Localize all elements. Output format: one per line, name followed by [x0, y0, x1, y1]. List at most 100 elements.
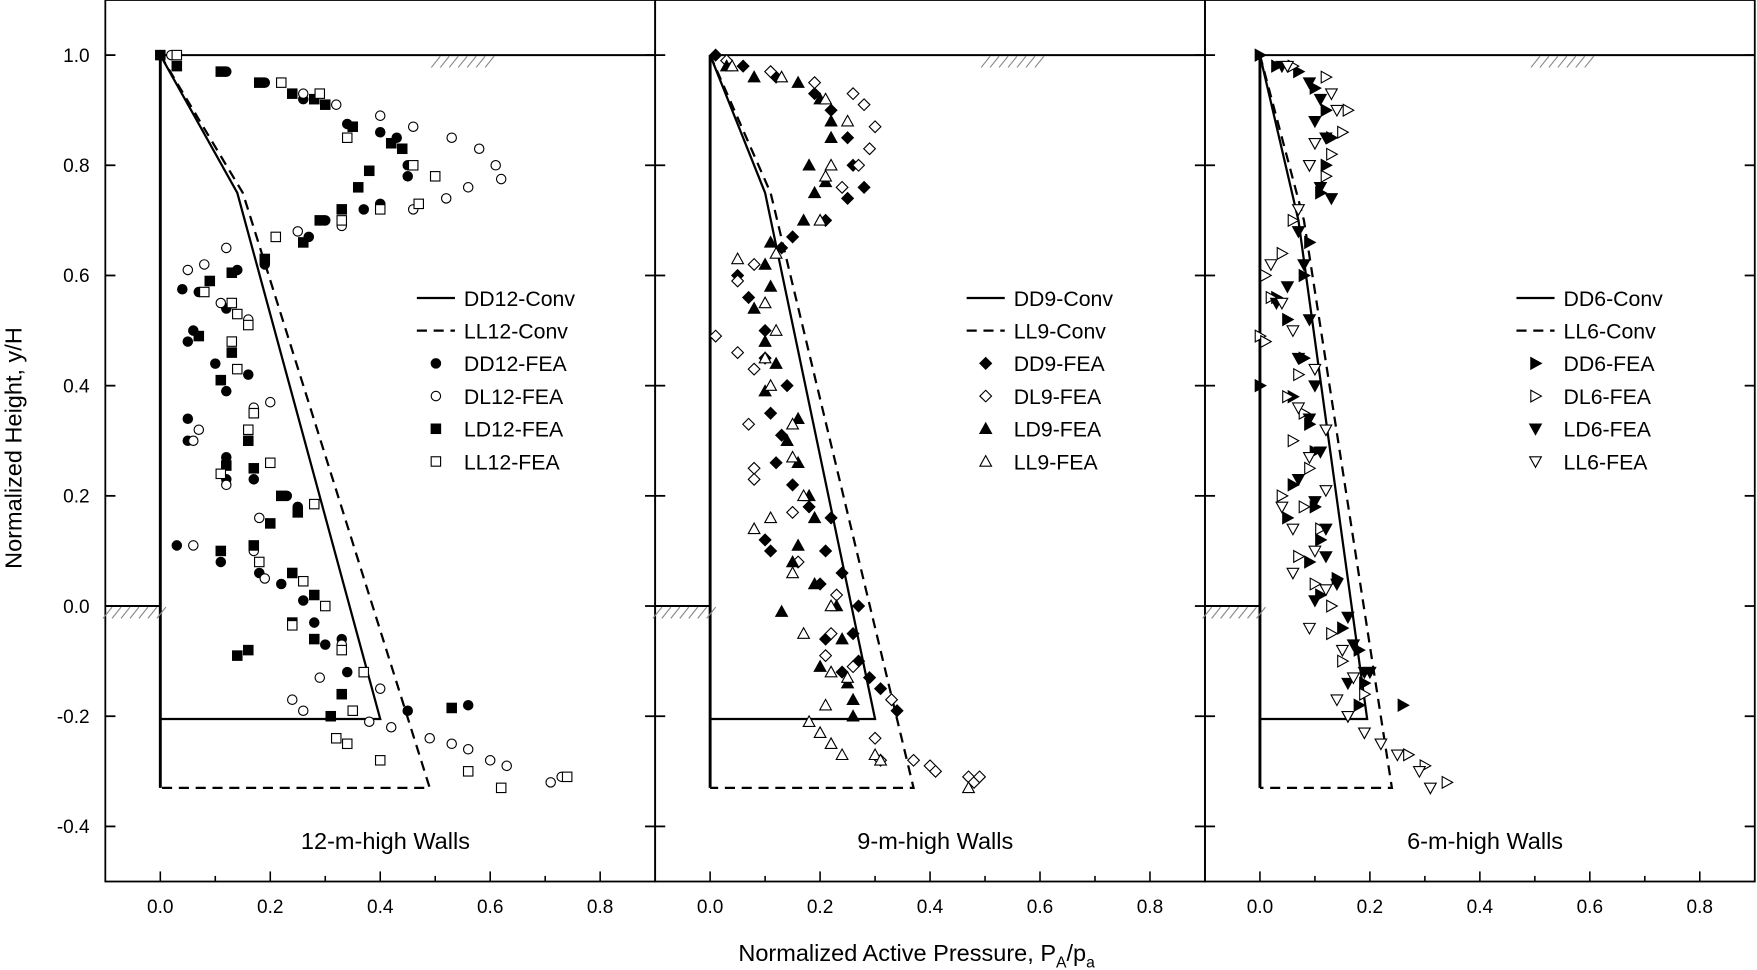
data-point — [835, 747, 849, 761]
data-point — [1313, 182, 1328, 195]
x-axis-title: Normalized Active Pressure, PA/pa — [738, 940, 1095, 970]
data-point — [1302, 160, 1317, 173]
data-point — [835, 180, 849, 194]
hatch-stroke — [1539, 55, 1550, 68]
legend-label: LL9-Conv — [1014, 319, 1107, 343]
x-tick-label: 0.2 — [1357, 897, 1383, 918]
data-point — [243, 319, 254, 331]
data-point — [221, 242, 232, 254]
data-point — [796, 626, 811, 639]
data-point — [785, 417, 800, 430]
hatch-stroke — [102, 606, 113, 619]
data-point — [747, 257, 761, 272]
legend-marker — [1530, 356, 1543, 371]
data-point — [730, 345, 745, 360]
data-point — [1313, 93, 1328, 107]
data-point — [248, 463, 260, 474]
data-point — [243, 644, 254, 656]
data-point — [1280, 281, 1295, 294]
hatch-stroke — [156, 606, 167, 619]
data-point — [1341, 710, 1355, 724]
data-point — [1319, 132, 1333, 145]
y-axis-title: Normalized Height, y/H — [0, 327, 26, 569]
data-point — [402, 705, 413, 716]
data-point — [358, 204, 370, 215]
data-point — [868, 120, 882, 134]
data-point — [857, 98, 871, 112]
hatch-stroke — [679, 606, 690, 619]
data-point — [1287, 433, 1300, 448]
data-point — [325, 710, 337, 722]
ground-hatch-icon — [1530, 55, 1595, 68]
data-point — [796, 213, 811, 226]
data-point — [1319, 485, 1333, 498]
data-point — [259, 573, 271, 584]
data-point — [1363, 666, 1377, 680]
data-point — [177, 283, 188, 295]
data-point — [1359, 687, 1372, 701]
data-point — [292, 226, 304, 237]
data-point — [232, 650, 243, 661]
legend-marker — [979, 356, 993, 370]
x-tick-label: 0.0 — [1247, 897, 1273, 918]
data-point — [248, 540, 260, 551]
data-point — [402, 171, 413, 182]
data-point — [1291, 204, 1306, 217]
ground-hatch-icon — [430, 55, 495, 68]
data-point — [188, 435, 199, 447]
data-point — [1304, 235, 1317, 250]
data-point — [818, 92, 833, 105]
legend-marker — [1530, 389, 1543, 403]
conv-line-DD12-Conv — [159, 54, 382, 721]
panel-title: 6-m-high Walls — [1407, 828, 1563, 854]
data-point — [890, 704, 904, 718]
legend-label: LL12-Conv — [464, 319, 568, 343]
data-point — [501, 760, 512, 772]
data-point — [171, 60, 183, 72]
data-point — [1309, 577, 1322, 591]
panel-frame — [1204, 0, 1756, 883]
data-point — [314, 672, 326, 683]
legend-label: LL6-FEA — [1564, 450, 1649, 474]
data-point — [758, 334, 772, 347]
data-point — [846, 709, 860, 722]
data-point — [341, 738, 353, 750]
data-point — [374, 683, 386, 694]
legend-marker — [978, 421, 993, 435]
hatch-stroke — [980, 55, 991, 68]
x-tick-label: 0.0 — [697, 897, 723, 918]
conv-line-LL6-Conv — [1258, 54, 1394, 789]
data-point — [818, 169, 833, 182]
data-point — [774, 241, 789, 255]
data-point — [730, 274, 745, 288]
data-point — [1304, 461, 1317, 476]
data-point — [1308, 496, 1322, 509]
data-point — [363, 716, 375, 728]
data-point — [851, 599, 866, 613]
legend-label: LL9-FEA — [1014, 450, 1099, 474]
data-point — [1326, 147, 1339, 162]
hatch-stroke — [439, 55, 450, 68]
hatch-stroke — [120, 606, 131, 619]
data-point — [1441, 775, 1454, 790]
legend-label: DL12-FEA — [464, 385, 564, 409]
series-LD9-FEA — [719, 59, 860, 722]
data-point — [785, 478, 800, 492]
data-point — [857, 180, 871, 194]
legend-marker — [430, 423, 442, 435]
legend-marker — [430, 390, 442, 402]
data-point — [232, 308, 243, 320]
hatch-stroke — [466, 55, 477, 68]
data-point — [462, 182, 474, 193]
data-point — [802, 500, 816, 514]
data-point — [226, 297, 238, 309]
data-point — [747, 362, 761, 376]
series-LL6-FEA — [1264, 60, 1438, 795]
hatch-stroke — [998, 55, 1009, 68]
data-point — [769, 323, 783, 336]
data-point — [363, 165, 375, 177]
data-point — [292, 507, 304, 518]
data-point — [171, 49, 183, 61]
data-point — [709, 329, 723, 343]
